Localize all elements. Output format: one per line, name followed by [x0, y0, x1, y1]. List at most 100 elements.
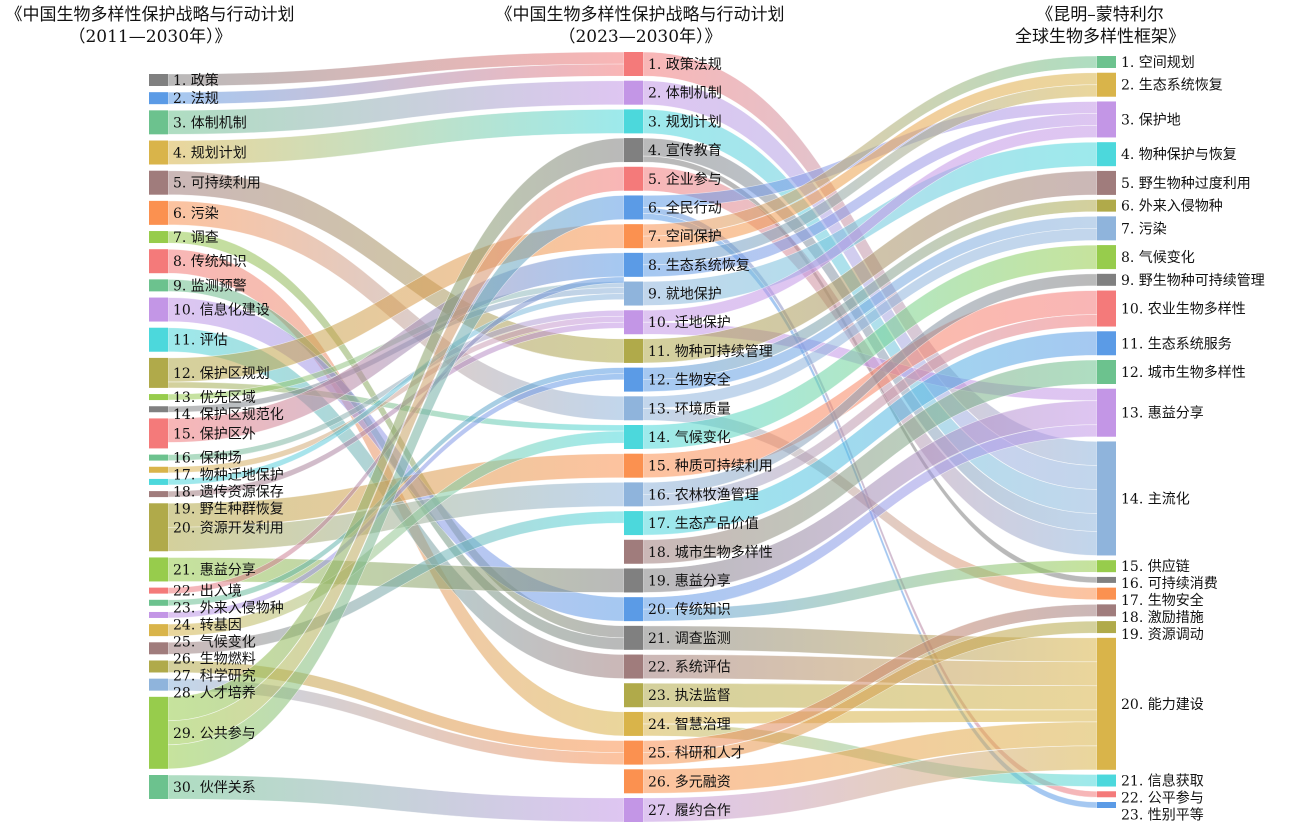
sankey-node	[624, 166, 643, 191]
node-label: 15. 种质可持续利用	[648, 458, 773, 475]
node-label: 7. 污染	[1121, 221, 1167, 237]
sankey-node	[149, 491, 168, 498]
node-label: 25. 气候变化	[173, 635, 256, 651]
sankey-node	[624, 195, 643, 220]
node-label: 13. 惠益分享	[1121, 405, 1204, 422]
sankey-node	[149, 394, 168, 401]
sankey-node	[149, 279, 168, 292]
sankey-link	[642, 244, 1098, 450]
node-label: 19. 惠益分享	[648, 572, 731, 589]
sankey-node	[624, 683, 643, 708]
node-label: 16. 农林牧渔管理	[648, 487, 759, 503]
sankey-node	[149, 92, 168, 105]
sankey-node	[149, 696, 168, 769]
node-label: 2. 生态系统恢复	[1121, 77, 1223, 94]
node-label: 4. 物种保护与恢复	[1121, 146, 1237, 163]
sankey-link	[642, 228, 1098, 409]
sankey-node	[624, 52, 643, 76]
sankey-node	[624, 281, 643, 306]
title-line: （2011—2030年）》	[68, 27, 232, 47]
node-label: 11. 生态系统服务	[1121, 336, 1232, 352]
node-label: 20. 能力建设	[1121, 697, 1204, 713]
node-label: 23. 性别平等	[1121, 807, 1204, 824]
sankey-node	[1097, 142, 1116, 167]
node-label: 19. 野生种群恢复	[173, 501, 284, 518]
node-label: 3. 保护地	[1121, 112, 1181, 128]
sankey-node	[1097, 441, 1116, 556]
sankey-node	[624, 138, 643, 163]
node-label: 23. 执法监督	[648, 688, 731, 704]
sankey-node	[624, 798, 643, 822]
node-label: 26. 生物燃料	[173, 651, 256, 668]
node-label: 7. 空间保护	[648, 229, 722, 245]
sankey-link	[642, 330, 1098, 536]
node-label: 13. 环境质量	[648, 401, 731, 417]
sankey-node	[149, 418, 168, 449]
node-label: 28. 人才培养	[173, 686, 256, 702]
sankey-node	[1097, 360, 1116, 384]
sankey-node	[149, 587, 168, 594]
sankey-node	[624, 224, 643, 249]
node-label: 22. 系统评估	[648, 660, 731, 676]
node-label: 9. 监测预警	[173, 278, 247, 294]
sankey-node	[149, 624, 168, 637]
sankey-node	[1097, 199, 1116, 212]
node-label: 24. 智慧治理	[648, 717, 731, 733]
sankey-node	[149, 297, 168, 322]
node-label: 20. 资源开发利用	[173, 520, 284, 536]
node-label: 1. 空间规划	[1121, 55, 1195, 71]
node-label: 8. 传统知识	[173, 253, 247, 270]
node-label: 8. 生态系统恢复	[648, 257, 750, 274]
sankey-node	[1097, 72, 1116, 97]
sankey-node	[1097, 56, 1116, 68]
node-label: 15. 保护区外	[173, 426, 256, 442]
sankey-node	[149, 775, 168, 799]
node-label: 11. 物种可持续管理	[648, 343, 773, 360]
sankey-node	[624, 252, 643, 277]
title-line: （2023—2030年）》	[558, 27, 722, 47]
sankey-node	[1097, 637, 1116, 770]
node-label: 8. 气候变化	[1121, 250, 1195, 266]
sankey-node	[624, 396, 643, 421]
sankey-node	[149, 200, 168, 225]
node-label: 24. 转基因	[173, 617, 242, 634]
sankey-node	[149, 557, 168, 582]
labels-layer: 1. 政策 2. 法规 3. 体制机制 4. 规划计划 5. 可持续利用 6. 污染 7. …	[173, 55, 1265, 824]
node-label: 27. 科学研究	[173, 669, 256, 685]
sankey-node	[624, 453, 643, 478]
sankey-node	[624, 338, 643, 363]
node-label: 18. 城市生物多样性	[648, 544, 773, 561]
sankey-link	[642, 84, 1098, 266]
node-label: 12. 保护区规划	[173, 366, 270, 382]
node-label: 14. 气候变化	[648, 430, 731, 446]
sankey-node	[149, 170, 168, 195]
sankey-node	[149, 611, 168, 618]
node-label: 20. 传统知识	[648, 601, 731, 618]
node-label: 3. 体制机制	[173, 115, 247, 131]
node-label: 21. 调查监测	[648, 631, 731, 647]
sankey-node	[149, 327, 168, 352]
sankey-node	[1097, 774, 1116, 787]
node-label: 12. 生物安全	[648, 372, 731, 389]
sankey-link	[642, 559, 1098, 622]
node-label: 1. 政策法规	[648, 56, 722, 73]
right-column-title: 《昆明–蒙特利尔 全球生物多样性框架》	[960, 4, 1240, 48]
node-label: 16. 可持续消费	[1121, 575, 1218, 592]
node-label: 30. 伙伴关系	[173, 780, 256, 796]
sankey-node	[1097, 388, 1116, 437]
title-line: 《昆明–蒙特利尔	[1036, 5, 1164, 25]
sankey-node	[149, 231, 168, 244]
node-label: 25. 科研和人才	[648, 746, 745, 762]
node-label: 5. 野生物种过度利用	[1121, 176, 1251, 192]
sankey-node	[149, 503, 168, 552]
sankey-node	[1097, 560, 1116, 573]
node-label: 18. 遗传资源保存	[173, 485, 284, 501]
node-label: 16. 保种场	[173, 451, 242, 467]
node-label: 5. 可持续利用	[173, 175, 261, 192]
sankey-node	[149, 249, 168, 274]
sankey-node	[624, 625, 643, 650]
sankey-node	[1097, 791, 1116, 798]
node-label: 22. 出入境	[173, 584, 242, 600]
sankey-node	[149, 478, 168, 485]
